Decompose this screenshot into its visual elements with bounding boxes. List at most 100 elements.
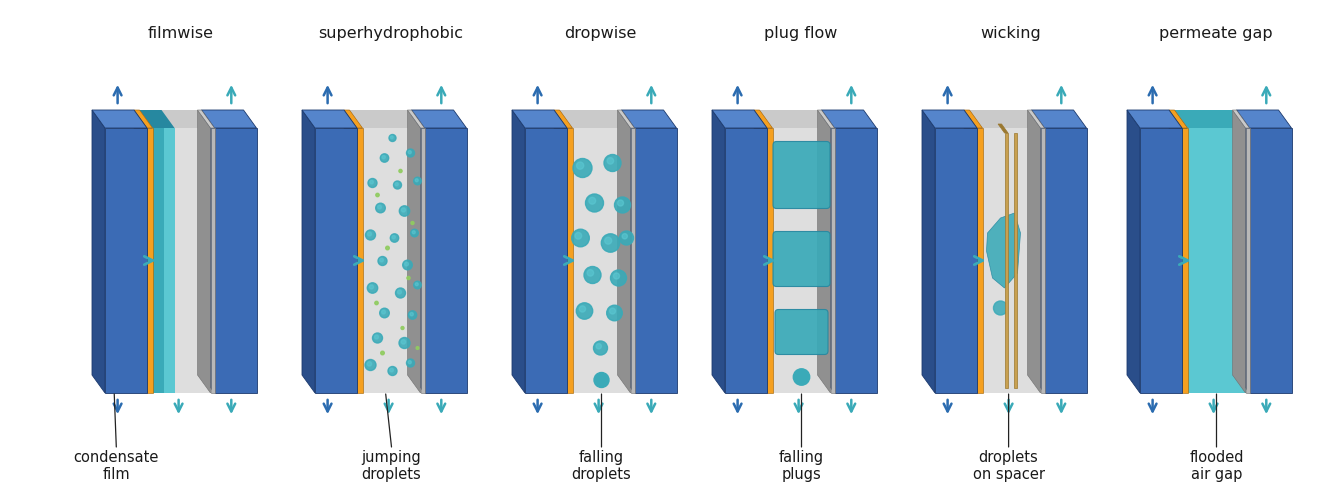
FancyBboxPatch shape [774,232,829,286]
Circle shape [376,203,385,213]
Circle shape [380,308,389,318]
Polygon shape [754,110,772,128]
Circle shape [380,258,384,262]
Circle shape [580,306,585,312]
Polygon shape [303,110,314,393]
Bar [835,128,877,393]
Circle shape [398,290,402,294]
Text: filmwise: filmwise [147,26,214,41]
Circle shape [374,335,378,339]
Circle shape [401,208,406,212]
Circle shape [389,134,395,141]
Circle shape [391,236,395,239]
Polygon shape [963,110,982,128]
Polygon shape [1233,110,1250,128]
Circle shape [622,234,628,239]
Circle shape [390,369,393,372]
Circle shape [576,162,584,169]
Circle shape [376,193,380,197]
Polygon shape [92,110,105,393]
Polygon shape [1174,110,1188,393]
Circle shape [410,229,418,237]
Polygon shape [198,110,211,393]
Circle shape [395,183,398,186]
Polygon shape [349,110,362,393]
Circle shape [585,194,604,212]
Bar [1188,128,1246,393]
Polygon shape [821,110,877,128]
Circle shape [572,229,589,247]
Circle shape [794,369,809,385]
Polygon shape [621,110,634,393]
Polygon shape [1031,110,1044,393]
Polygon shape [922,110,977,128]
Text: wicking: wicking [981,26,1042,41]
Polygon shape [1174,110,1188,393]
Circle shape [575,233,581,239]
Polygon shape [970,110,1040,128]
Polygon shape [560,110,630,128]
Bar [215,128,256,393]
Polygon shape [1174,110,1246,128]
Polygon shape [512,110,525,393]
Circle shape [589,197,596,204]
Circle shape [394,181,402,189]
Circle shape [584,266,601,283]
Polygon shape [1233,110,1246,393]
Circle shape [414,281,421,289]
Polygon shape [1031,110,1087,128]
Polygon shape [617,110,630,393]
Polygon shape [1169,110,1188,128]
Circle shape [596,344,601,349]
Polygon shape [1237,110,1250,393]
Circle shape [365,360,376,371]
Polygon shape [411,110,425,393]
Circle shape [606,305,622,321]
Circle shape [994,301,1007,315]
Text: jumping
droplets: jumping droplets [362,450,422,483]
Bar [1005,133,1009,388]
Circle shape [406,359,414,367]
Circle shape [374,301,378,305]
Polygon shape [621,110,677,128]
Polygon shape [198,110,215,128]
Bar [357,128,362,393]
Circle shape [386,246,389,250]
Polygon shape [963,110,977,393]
Bar [831,128,835,393]
Circle shape [387,367,397,375]
Polygon shape [1127,110,1182,128]
Polygon shape [92,110,147,128]
Circle shape [409,361,411,364]
Circle shape [605,237,612,244]
Polygon shape [139,110,211,128]
Polygon shape [1174,110,1246,128]
Circle shape [609,308,616,314]
Circle shape [573,158,592,177]
Circle shape [415,179,418,182]
Polygon shape [407,110,425,128]
Polygon shape [407,110,421,393]
Circle shape [381,154,389,162]
Bar [525,128,567,393]
Bar [1182,128,1188,393]
Bar [567,128,572,393]
Polygon shape [512,110,567,128]
Polygon shape [202,110,256,128]
Bar [767,128,772,393]
Polygon shape [817,110,835,128]
Bar [630,128,634,393]
Bar [153,128,163,393]
Text: dropwise: dropwise [564,26,637,41]
Text: permeate gap: permeate gap [1158,26,1273,41]
Circle shape [401,340,406,344]
Bar [314,128,357,393]
Circle shape [617,200,624,206]
Polygon shape [411,110,467,128]
Text: plug flow: plug flow [764,26,837,41]
FancyBboxPatch shape [774,141,829,209]
Circle shape [368,283,378,293]
Bar [425,128,467,393]
Polygon shape [1027,110,1044,128]
Circle shape [373,333,382,343]
